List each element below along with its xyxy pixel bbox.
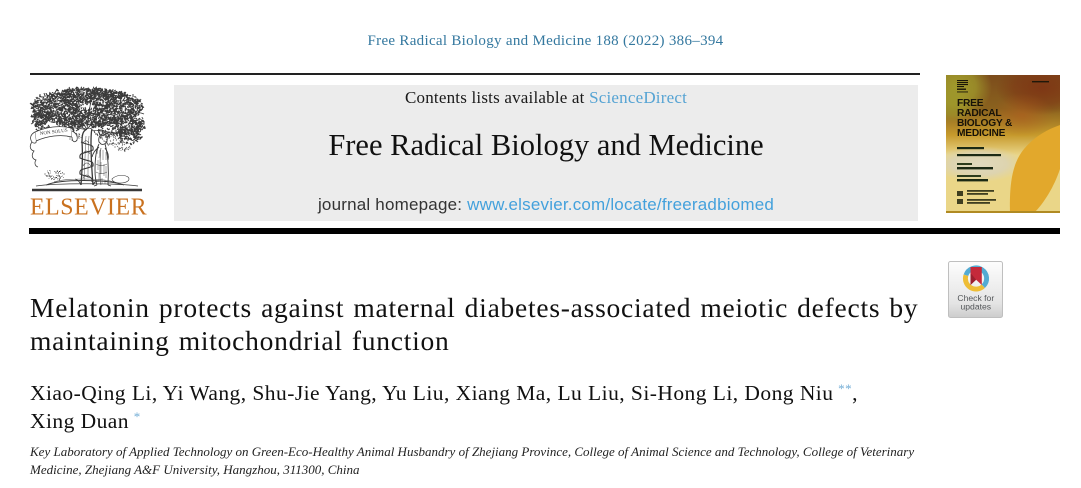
svg-text:RADICAL: RADICAL [957, 108, 1001, 119]
svg-text:MEDICINE: MEDICINE [957, 128, 1006, 139]
svg-text:NON SOLUS: NON SOLUS [40, 129, 69, 137]
svg-text:updates: updates [961, 301, 992, 311]
svg-text:Check for: Check for [957, 293, 994, 303]
svg-text:FREE: FREE [957, 98, 984, 109]
svg-text:BIOLOGY &: BIOLOGY & [957, 118, 1013, 129]
svg-text:ELSEVIER: ELSEVIER [30, 195, 147, 221]
